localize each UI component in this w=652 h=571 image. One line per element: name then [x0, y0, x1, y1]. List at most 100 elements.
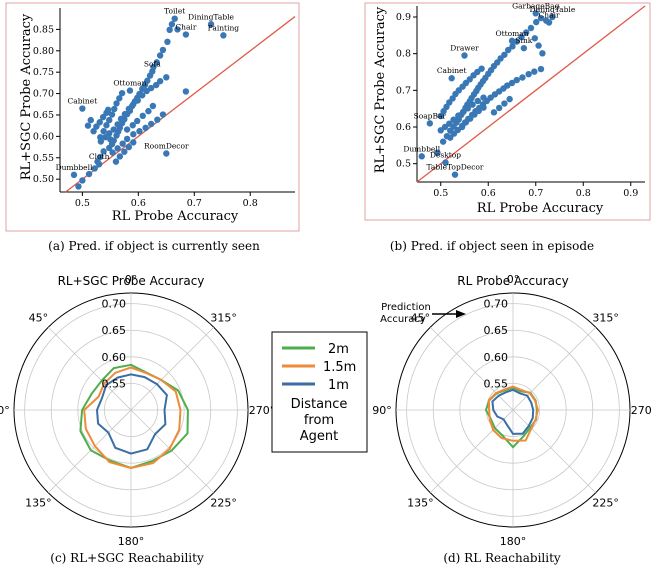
panel-b-plot: 0.5 0.6 0.7 0.8 0.9 0.5 0.6 0.7 0.8 0.9 GarbageBag…: [396, 1, 646, 199]
legend-label-1m: 1m: [328, 378, 349, 393]
a-point: [182, 88, 190, 95]
a-point: [70, 171, 78, 179]
a-point: [97, 153, 104, 161]
b-xtick-label: 0.5: [433, 188, 448, 199]
a-point: [207, 21, 215, 28]
a-point: [139, 112, 147, 120]
b-point: [464, 105, 472, 112]
b-point: [495, 104, 503, 112]
a-point: [149, 68, 156, 75]
d-radial-label: 0.55: [484, 377, 509, 390]
b-point: [461, 52, 468, 59]
c-series-1-5m: [83, 366, 182, 470]
panel-b-caption: (b) Pred. if object seen in episode: [390, 239, 594, 253]
b-point: [448, 75, 455, 82]
a-point: [130, 139, 137, 146]
b-point-label: Sink: [515, 36, 532, 45]
b-xtick-label: 0.6: [481, 188, 496, 199]
b-diagonal-line: [416, 5, 646, 183]
legend-title-line2: from: [304, 413, 334, 428]
b-point-label: Cabinet: [437, 66, 467, 75]
b-point: [509, 43, 516, 50]
b-xtick-label: 0.9: [623, 188, 638, 199]
b-point: [459, 108, 467, 116]
a-point-label: RoomDecor: [144, 141, 189, 150]
a-ytick-label: 0.75: [33, 67, 54, 78]
a-point: [110, 126, 117, 133]
a-xtick-label: 0.5: [75, 198, 90, 209]
c-radial-label: 0.60: [102, 351, 127, 364]
a-point-label: Painting: [208, 23, 240, 32]
panel-a-caption: (a) Pred. if object is currently seen: [48, 239, 260, 253]
b-point: [451, 171, 459, 178]
b-point: [474, 97, 481, 105]
b-point-label: Desktop: [430, 151, 461, 160]
legend-title-line3: Agent: [300, 429, 338, 444]
b-point: [469, 101, 476, 108]
b-point: [450, 116, 457, 123]
b-point: [513, 38, 520, 45]
a-point: [79, 105, 86, 112]
b-point: [426, 120, 434, 127]
b-point: [475, 107, 482, 115]
a-point: [130, 131, 137, 138]
a-point: [154, 116, 161, 123]
panel-a-ylabel: RL+SGC Probe Accuracy: [19, 13, 34, 180]
a-point: [168, 21, 176, 28]
annotation-arrow-icon: [432, 310, 466, 318]
a-point: [129, 122, 136, 129]
d-angle-label: 180°: [500, 535, 527, 548]
a-point: [121, 148, 128, 155]
b-point: [446, 120, 453, 127]
b-point-label: Chair: [539, 11, 560, 20]
b-point: [508, 79, 516, 87]
panel-a-xlabel: RL Probe Accuracy: [112, 209, 239, 224]
a-point: [95, 160, 103, 168]
d-series-1-5m: [487, 385, 540, 442]
a-point: [107, 136, 114, 143]
a-point: [149, 102, 157, 110]
a-point: [114, 121, 121, 128]
b-point-label: DiningTable: [529, 5, 575, 14]
a-point-label: Cabinet: [68, 97, 98, 106]
a-point: [174, 26, 181, 33]
a-point: [171, 15, 178, 22]
b-point: [462, 119, 470, 126]
b-point: [520, 44, 528, 52]
c-angle-label: 270°: [249, 404, 276, 417]
c-series-1m: [95, 373, 168, 455]
a-point: [117, 115, 125, 123]
d-angle-label: 315°: [592, 311, 619, 324]
b-point: [434, 149, 441, 156]
panel-b: 0.5 0.6 0.7 0.8 0.9 0.5 0.6 0.7 0.8 0.9 GarbageBag…: [364, 1, 651, 253]
a-point: [93, 123, 100, 130]
c-angle-label: 45°: [29, 311, 49, 324]
b-xtick-label: 0.8: [576, 188, 591, 199]
b-point: [525, 71, 532, 78]
d-radial-label: 0.60: [484, 351, 509, 364]
b-point: [480, 104, 487, 111]
a-point: [153, 59, 160, 66]
legend-box: [271, 331, 368, 453]
a-point: [119, 140, 126, 147]
a-point: [156, 77, 164, 85]
c-angle-label: 315°: [210, 311, 237, 324]
b-point-label: Ottoman: [495, 29, 528, 38]
b-ytick-label: 0.5: [396, 159, 411, 170]
b-point: [437, 112, 444, 120]
a-point: [106, 130, 113, 137]
legend-label-1-5m: 1.5m: [323, 360, 356, 375]
d-grid-spoke: [512, 326, 597, 411]
a-point: [134, 97, 141, 104]
a-point: [139, 92, 146, 99]
d-angle-label: 90°: [372, 404, 392, 417]
c-radial-label: 0.70: [102, 298, 127, 311]
a-point: [220, 32, 227, 39]
a-point: [96, 119, 103, 126]
a-point: [159, 111, 167, 118]
a-point: [104, 106, 112, 114]
a-point: [148, 84, 155, 92]
a-point: [116, 95, 123, 102]
a-point: [103, 122, 110, 129]
